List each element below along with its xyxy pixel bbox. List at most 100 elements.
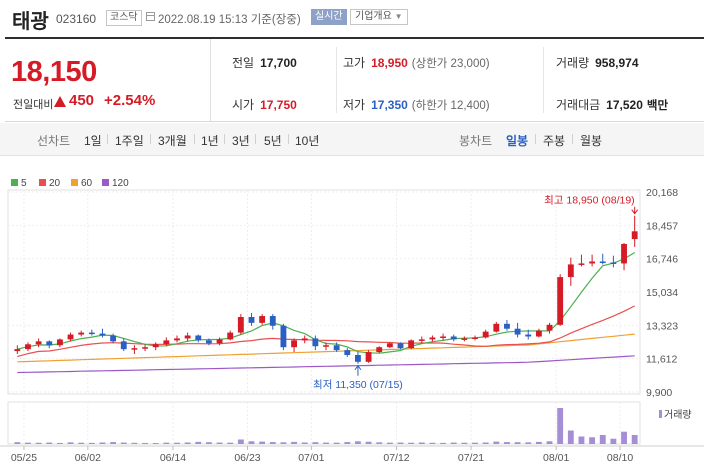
change-percent: +2.54% (104, 92, 156, 109)
volume-bar (386, 442, 393, 444)
volume-bar (631, 435, 638, 444)
candle-body (578, 263, 585, 265)
volume-bar (525, 442, 532, 444)
candle-body (323, 345, 329, 347)
volume-bar (205, 442, 212, 444)
high-annotation: 최고 18,950 (08/19) (544, 195, 635, 207)
candle-body (25, 344, 31, 350)
period-3y[interactable]: 3년 (232, 134, 250, 148)
volume-bar (120, 442, 127, 444)
market-badge: 코스닥 (106, 10, 142, 26)
candle-body (99, 333, 106, 336)
y-tick-label: 11,612 (646, 354, 677, 366)
volume-bar (195, 441, 202, 444)
candle-body (88, 332, 95, 335)
divider (336, 47, 337, 113)
volume-bar (142, 442, 148, 444)
candle-body (344, 350, 351, 355)
candle-body (131, 348, 138, 350)
candle-body (120, 341, 127, 350)
candle-body (461, 338, 468, 340)
y-tick-label: 20,168 (646, 187, 678, 199)
volume-bar (280, 442, 287, 444)
volume-bar (504, 442, 510, 444)
candle-body (195, 335, 202, 341)
x-tick-label: 07/01 (298, 452, 324, 464)
candle-body (216, 339, 223, 344)
current-price-block: 18,150 전일대비 450 +2.54% (5, 39, 211, 121)
period-3m[interactable]: 3개월 (158, 134, 187, 148)
trade-value: 17,520 (606, 98, 643, 112)
legend-ma60: 60 (71, 178, 92, 189)
x-tick-label: 07/21 (458, 452, 484, 464)
volume-bar (14, 442, 21, 444)
upper-limit: (상한가 23,000) (411, 58, 490, 70)
divider (543, 47, 544, 113)
candle-body (174, 338, 180, 341)
volume-bar (163, 442, 170, 444)
volume-bar (216, 442, 223, 444)
volume-bar (152, 443, 159, 444)
candle-body (440, 336, 447, 338)
volume-bar (248, 441, 255, 444)
trade-value-cell: 거래대금 17,520 백만 (556, 96, 668, 113)
candle-weekly[interactable]: 주봉 (543, 134, 566, 148)
candle-body (142, 347, 148, 349)
volume-label: 거래량 (556, 56, 590, 70)
ma5-line (17, 251, 636, 354)
candle-body (56, 339, 63, 346)
x-tick-label: 05/25 (11, 452, 37, 464)
period-1y[interactable]: 1년 (201, 134, 219, 148)
volume-bar (610, 438, 617, 444)
candle-monthly[interactable]: 월봉 (580, 134, 603, 148)
open-cell: 시가 17,750 (232, 96, 297, 113)
volume-value: 958,974 (595, 56, 639, 70)
volume-bar (78, 442, 85, 444)
volume-bar (344, 442, 351, 444)
candle-body (631, 231, 638, 240)
legend-ma20: 20 (39, 178, 60, 189)
volume-bar (323, 442, 329, 444)
candle-body (312, 338, 319, 347)
candle-body (67, 334, 74, 340)
legend-ma120-label: 120 (112, 178, 129, 189)
quote-datetime: 2022.08.19 15:13 기준(장중) (158, 14, 301, 26)
realtime-badge[interactable]: 실시간 (311, 9, 347, 25)
candle-daily[interactable]: 일봉 (506, 134, 529, 148)
high-value: 18,950 (371, 56, 408, 70)
candle-body (418, 339, 425, 341)
volume-bar (333, 442, 340, 444)
y-tick-label: 13,323 (646, 320, 678, 332)
candle-body (386, 343, 393, 348)
low-cell: 저가 17,350 (하한가 12,400) (343, 96, 490, 113)
company-overview-dropdown[interactable]: 기업개요 ▼ (350, 9, 408, 25)
period-1w[interactable]: 1주일 (115, 134, 144, 148)
company-overview-label: 기업개요 (355, 11, 392, 22)
x-tick-label: 07/12 (383, 452, 409, 464)
candle-body (621, 243, 627, 264)
period-10y[interactable]: 10년 (295, 134, 320, 148)
volume-bar (429, 442, 436, 444)
volume-bar (99, 442, 106, 444)
y-tick-label: 15,034 (646, 287, 678, 299)
up-arrow-icon (54, 96, 66, 107)
legend-ma5: 5 (11, 178, 27, 189)
volume-bar (546, 441, 553, 444)
candle-body (333, 345, 340, 351)
ma60-line (17, 333, 635, 363)
candle-body (557, 277, 564, 325)
volume-bar (514, 442, 521, 444)
high-arrow-icon (631, 206, 639, 215)
volume-bar (418, 442, 425, 444)
volume-bar (35, 442, 42, 444)
low-label: 저가 (343, 98, 366, 112)
volume-legend-swatch (659, 410, 662, 418)
volume-bar (88, 442, 95, 444)
volume-bar (259, 441, 266, 444)
x-tick-label: 08/01 (543, 452, 569, 464)
period-1d[interactable]: 1일 (84, 134, 102, 148)
period-5y[interactable]: 5년 (264, 134, 282, 148)
volume-bar (25, 442, 31, 444)
candle-body (184, 335, 191, 339)
